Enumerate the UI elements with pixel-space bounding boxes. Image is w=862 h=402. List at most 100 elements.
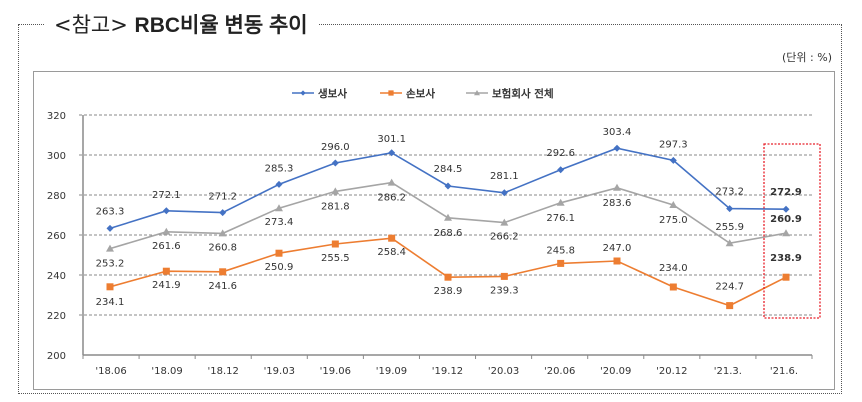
page-title: <참고> RBC비율 변동 추이 — [44, 8, 318, 42]
x-tick-label: '18.09 — [151, 366, 182, 377]
data-label-total: 255.9 — [715, 222, 744, 233]
data-point-nonlife — [162, 267, 170, 275]
x-tick-label: '20.03 — [488, 366, 519, 377]
highlight-box — [763, 143, 821, 319]
x-tick-label: '19.03 — [264, 366, 295, 377]
data-label-life: 272.9 — [770, 187, 802, 198]
x-tick-label: '20.12 — [656, 366, 687, 377]
axes: 200 220 240 260 280 300 320 '18.06 '18.09 '18.12 '… — [47, 111, 813, 377]
data-point-life — [557, 166, 565, 174]
data-point-total — [725, 239, 734, 247]
data-label-nonlife: 241.6 — [208, 281, 237, 292]
data-point-life — [162, 207, 170, 215]
data-label-nonlife: 245.8 — [546, 245, 575, 256]
data-label-nonlife: 258.4 — [377, 247, 406, 258]
data-point-total — [556, 198, 565, 206]
data-point-total — [669, 201, 678, 208]
data-point-life — [444, 182, 452, 190]
title-main: RBC비율 변동 추이 — [134, 14, 308, 37]
data-label-total: 266.2 — [490, 232, 519, 243]
data-label-total: 253.2 — [96, 259, 125, 270]
data-label-life: 263.3 — [96, 206, 125, 217]
data-label-total: 260.9 — [770, 214, 802, 225]
data-label-life: 284.5 — [434, 164, 463, 175]
data-point-total — [162, 227, 171, 235]
legend-label-total: 보험회사 전체 — [492, 87, 554, 100]
data-point-nonlife — [331, 240, 339, 248]
data-point-life — [500, 189, 508, 197]
y-tick-label: 240 — [47, 271, 66, 282]
x-tick-label: '19.09 — [376, 366, 407, 377]
data-point-total — [500, 218, 509, 226]
reference-frame — [18, 24, 842, 394]
data-label-nonlife: 224.7 — [715, 282, 744, 293]
data-label-nonlife: 255.5 — [321, 253, 350, 264]
data-point-nonlife — [669, 283, 677, 291]
data-point-total — [106, 244, 114, 252]
legend-marker-life — [300, 90, 306, 96]
data-point-total — [782, 229, 790, 237]
y-tick-label: 260 — [47, 231, 66, 242]
x-tick-label: '20.09 — [600, 366, 631, 377]
legend-marker-total — [474, 90, 480, 96]
x-tick-label: '20.06 — [544, 366, 575, 377]
y-tick-label: 320 — [47, 111, 66, 122]
data-point-life — [669, 156, 677, 164]
data-label-nonlife: 247.0 — [603, 243, 632, 254]
data-label-total: 261.6 — [152, 241, 181, 252]
data-point-life — [106, 224, 114, 232]
data-label-total: 276.1 — [546, 213, 575, 224]
data-point-total — [387, 178, 396, 186]
legend-label-nonlife: 손보사 — [406, 87, 435, 100]
data-point-life — [726, 205, 734, 213]
x-tick-label: '21.3. — [714, 366, 742, 377]
y-tick-label: 300 — [47, 151, 66, 162]
legend: 생보사 손보사 보험회사 전체 — [292, 87, 554, 100]
data-label-nonlife: 238.9 — [770, 253, 802, 264]
highlight-group — [763, 143, 821, 319]
data-label-total: 275.0 — [659, 215, 688, 226]
legend-marker-nonlife — [388, 90, 394, 96]
data-label-nonlife: 241.9 — [152, 280, 181, 291]
data-label-total: 283.6 — [603, 198, 632, 209]
data-point-nonlife — [219, 268, 227, 276]
x-tick-label: '18.06 — [95, 366, 126, 377]
data-label-life: 285.3 — [265, 163, 294, 174]
series-group — [106, 144, 790, 310]
data-label-life: 301.1 — [377, 134, 406, 145]
data-point-life — [782, 205, 790, 213]
data-point-total — [331, 187, 340, 195]
data-point-nonlife — [106, 283, 114, 291]
x-tick-label: '21.6. — [770, 366, 798, 377]
data-point-life — [275, 180, 283, 188]
data-label-life: 297.3 — [659, 139, 688, 150]
data-point-nonlife — [500, 272, 508, 280]
data-point-total — [275, 204, 283, 212]
data-label-total: 268.6 — [434, 228, 463, 239]
y-tick-label: 280 — [47, 191, 66, 202]
data-label-nonlife: 234.0 — [659, 263, 688, 274]
data-label-nonlife: 238.9 — [434, 286, 463, 297]
data-point-nonlife — [275, 249, 283, 257]
data-point-life — [613, 144, 621, 152]
data-label-life: 292.6 — [546, 148, 575, 159]
data-point-nonlife — [388, 234, 396, 242]
data-label-total: 260.8 — [208, 242, 237, 253]
title-prefix: <참고> — [54, 13, 128, 37]
data-point-nonlife — [444, 273, 452, 281]
data-label-life: 281.1 — [490, 171, 519, 182]
data-point-total — [444, 213, 452, 221]
data-label-total: 273.4 — [265, 217, 294, 228]
x-tick-label: '19.12 — [432, 366, 463, 377]
data-label-life: 272.1 — [152, 190, 181, 201]
data-point-life — [331, 159, 339, 167]
y-tick-label: 200 — [47, 351, 66, 362]
data-label-life: 296.0 — [321, 142, 350, 153]
data-label-total: 286.2 — [377, 193, 406, 204]
data-point-nonlife — [613, 257, 621, 265]
data-point-total — [218, 229, 227, 237]
unit-label: (단위 : %) — [782, 51, 832, 64]
data-label-nonlife: 250.9 — [265, 262, 294, 273]
grid-lines — [79, 114, 812, 316]
